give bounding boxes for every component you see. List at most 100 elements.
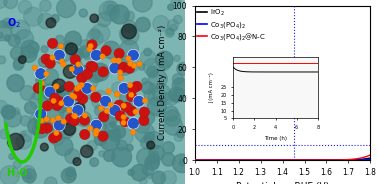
Circle shape	[144, 132, 155, 143]
Circle shape	[48, 133, 59, 143]
Circle shape	[171, 95, 177, 100]
Circle shape	[121, 54, 139, 73]
Circle shape	[91, 24, 110, 43]
Circle shape	[177, 62, 190, 75]
Circle shape	[57, 0, 76, 18]
Circle shape	[0, 32, 3, 38]
Circle shape	[80, 129, 90, 140]
Circle shape	[102, 41, 120, 59]
Circle shape	[71, 94, 77, 100]
Circle shape	[76, 112, 91, 127]
Circle shape	[20, 86, 35, 100]
X-axis label: Potential vs. RHE (V): Potential vs. RHE (V)	[236, 182, 329, 184]
Circle shape	[99, 151, 105, 157]
Circle shape	[52, 79, 66, 93]
Circle shape	[41, 46, 48, 52]
Circle shape	[13, 60, 23, 70]
Circle shape	[88, 66, 104, 82]
Circle shape	[90, 86, 96, 91]
Circle shape	[164, 110, 181, 126]
Circle shape	[131, 63, 137, 68]
Circle shape	[91, 92, 101, 102]
Circle shape	[116, 58, 121, 63]
Circle shape	[35, 68, 46, 79]
Circle shape	[20, 46, 37, 62]
Circle shape	[152, 84, 171, 103]
Circle shape	[65, 43, 77, 55]
Circle shape	[90, 49, 102, 61]
Circle shape	[4, 109, 22, 127]
Circle shape	[0, 129, 9, 139]
Circle shape	[172, 154, 191, 173]
Circle shape	[128, 169, 135, 176]
Circle shape	[104, 150, 115, 161]
Circle shape	[133, 109, 138, 114]
Circle shape	[63, 95, 74, 107]
Circle shape	[52, 100, 62, 111]
Circle shape	[112, 82, 123, 94]
Circle shape	[41, 54, 51, 64]
Circle shape	[122, 102, 132, 112]
Circle shape	[131, 164, 147, 181]
Circle shape	[108, 129, 121, 141]
Circle shape	[129, 92, 134, 98]
Circle shape	[25, 102, 37, 114]
Circle shape	[172, 74, 183, 85]
Circle shape	[56, 102, 67, 113]
Circle shape	[56, 35, 64, 44]
Circle shape	[51, 131, 62, 141]
Circle shape	[39, 56, 50, 67]
Circle shape	[54, 44, 73, 62]
Circle shape	[9, 154, 15, 159]
Circle shape	[88, 43, 93, 49]
Circle shape	[72, 64, 84, 76]
Circle shape	[91, 63, 109, 81]
Circle shape	[135, 119, 149, 133]
Circle shape	[43, 71, 49, 77]
Circle shape	[100, 95, 112, 107]
Circle shape	[165, 28, 174, 37]
Circle shape	[141, 136, 153, 149]
Circle shape	[94, 105, 105, 116]
Circle shape	[83, 74, 98, 89]
Circle shape	[143, 164, 154, 176]
Circle shape	[75, 85, 84, 94]
Circle shape	[56, 120, 65, 129]
Circle shape	[144, 48, 152, 56]
Circle shape	[55, 97, 65, 107]
Circle shape	[50, 118, 56, 123]
Circle shape	[112, 147, 132, 167]
Circle shape	[91, 117, 107, 134]
Circle shape	[40, 84, 50, 92]
Circle shape	[53, 49, 65, 61]
Circle shape	[64, 91, 74, 102]
Circle shape	[121, 114, 126, 120]
Circle shape	[20, 116, 31, 126]
Circle shape	[51, 15, 59, 22]
Circle shape	[104, 108, 110, 114]
Circle shape	[36, 76, 45, 85]
Circle shape	[49, 91, 65, 107]
Circle shape	[115, 111, 125, 121]
Circle shape	[74, 102, 85, 114]
Circle shape	[143, 59, 160, 75]
Circle shape	[136, 148, 154, 166]
Circle shape	[93, 131, 99, 137]
Circle shape	[147, 141, 155, 149]
Circle shape	[103, 1, 118, 16]
Circle shape	[100, 121, 106, 127]
Circle shape	[149, 145, 164, 161]
Circle shape	[22, 169, 36, 183]
Circle shape	[141, 111, 155, 125]
Circle shape	[73, 158, 81, 166]
Circle shape	[74, 48, 83, 58]
Circle shape	[99, 112, 109, 122]
Circle shape	[63, 65, 77, 78]
Circle shape	[79, 46, 91, 57]
Circle shape	[101, 46, 111, 56]
Circle shape	[82, 113, 88, 118]
Circle shape	[21, 130, 32, 142]
Circle shape	[175, 78, 187, 91]
Circle shape	[160, 60, 170, 71]
Circle shape	[116, 59, 133, 75]
